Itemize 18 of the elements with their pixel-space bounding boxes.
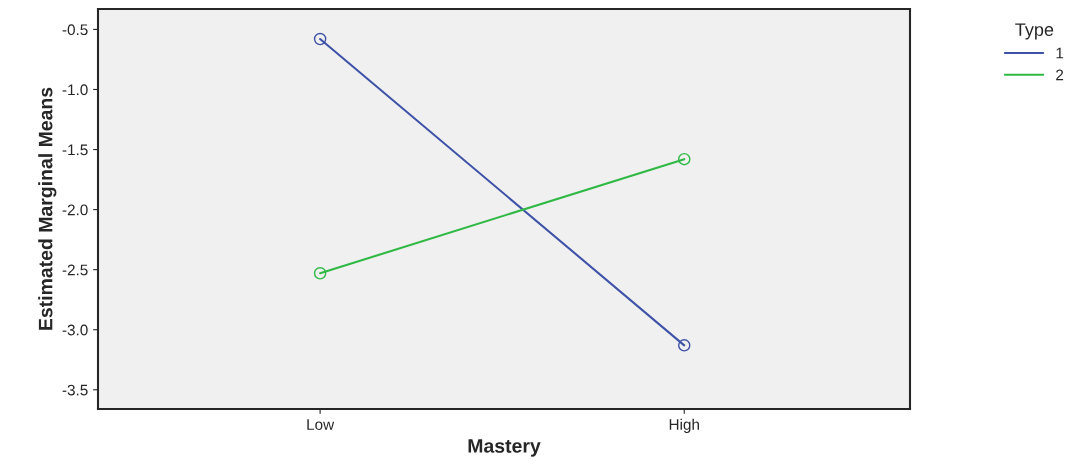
x-tick-label: High bbox=[669, 418, 699, 433]
point bbox=[313, 267, 327, 280]
y-tick-label: -3.0 bbox=[62, 324, 88, 336]
y-tick-label: -1.5 bbox=[62, 144, 88, 156]
y-tick-label: -1.0 bbox=[62, 84, 88, 96]
y-tick-label: -2.0 bbox=[62, 204, 88, 216]
y-axis-title: Estimated Marginal Means bbox=[38, 87, 57, 330]
point bbox=[677, 152, 691, 166]
legend-title: Type bbox=[1015, 23, 1054, 40]
x-axis-title: Mastery bbox=[468, 439, 541, 457]
y-tick-label: -0.5 bbox=[62, 24, 88, 36]
legend-label: 1 bbox=[1056, 47, 1064, 59]
x-tick-label: Low bbox=[307, 419, 335, 430]
y-tick-label: -3.5 bbox=[62, 384, 88, 396]
point bbox=[677, 339, 691, 352]
y-tick-label: -2.5 bbox=[62, 264, 88, 276]
point bbox=[313, 32, 327, 46]
legend-label: 2 bbox=[1056, 69, 1064, 81]
